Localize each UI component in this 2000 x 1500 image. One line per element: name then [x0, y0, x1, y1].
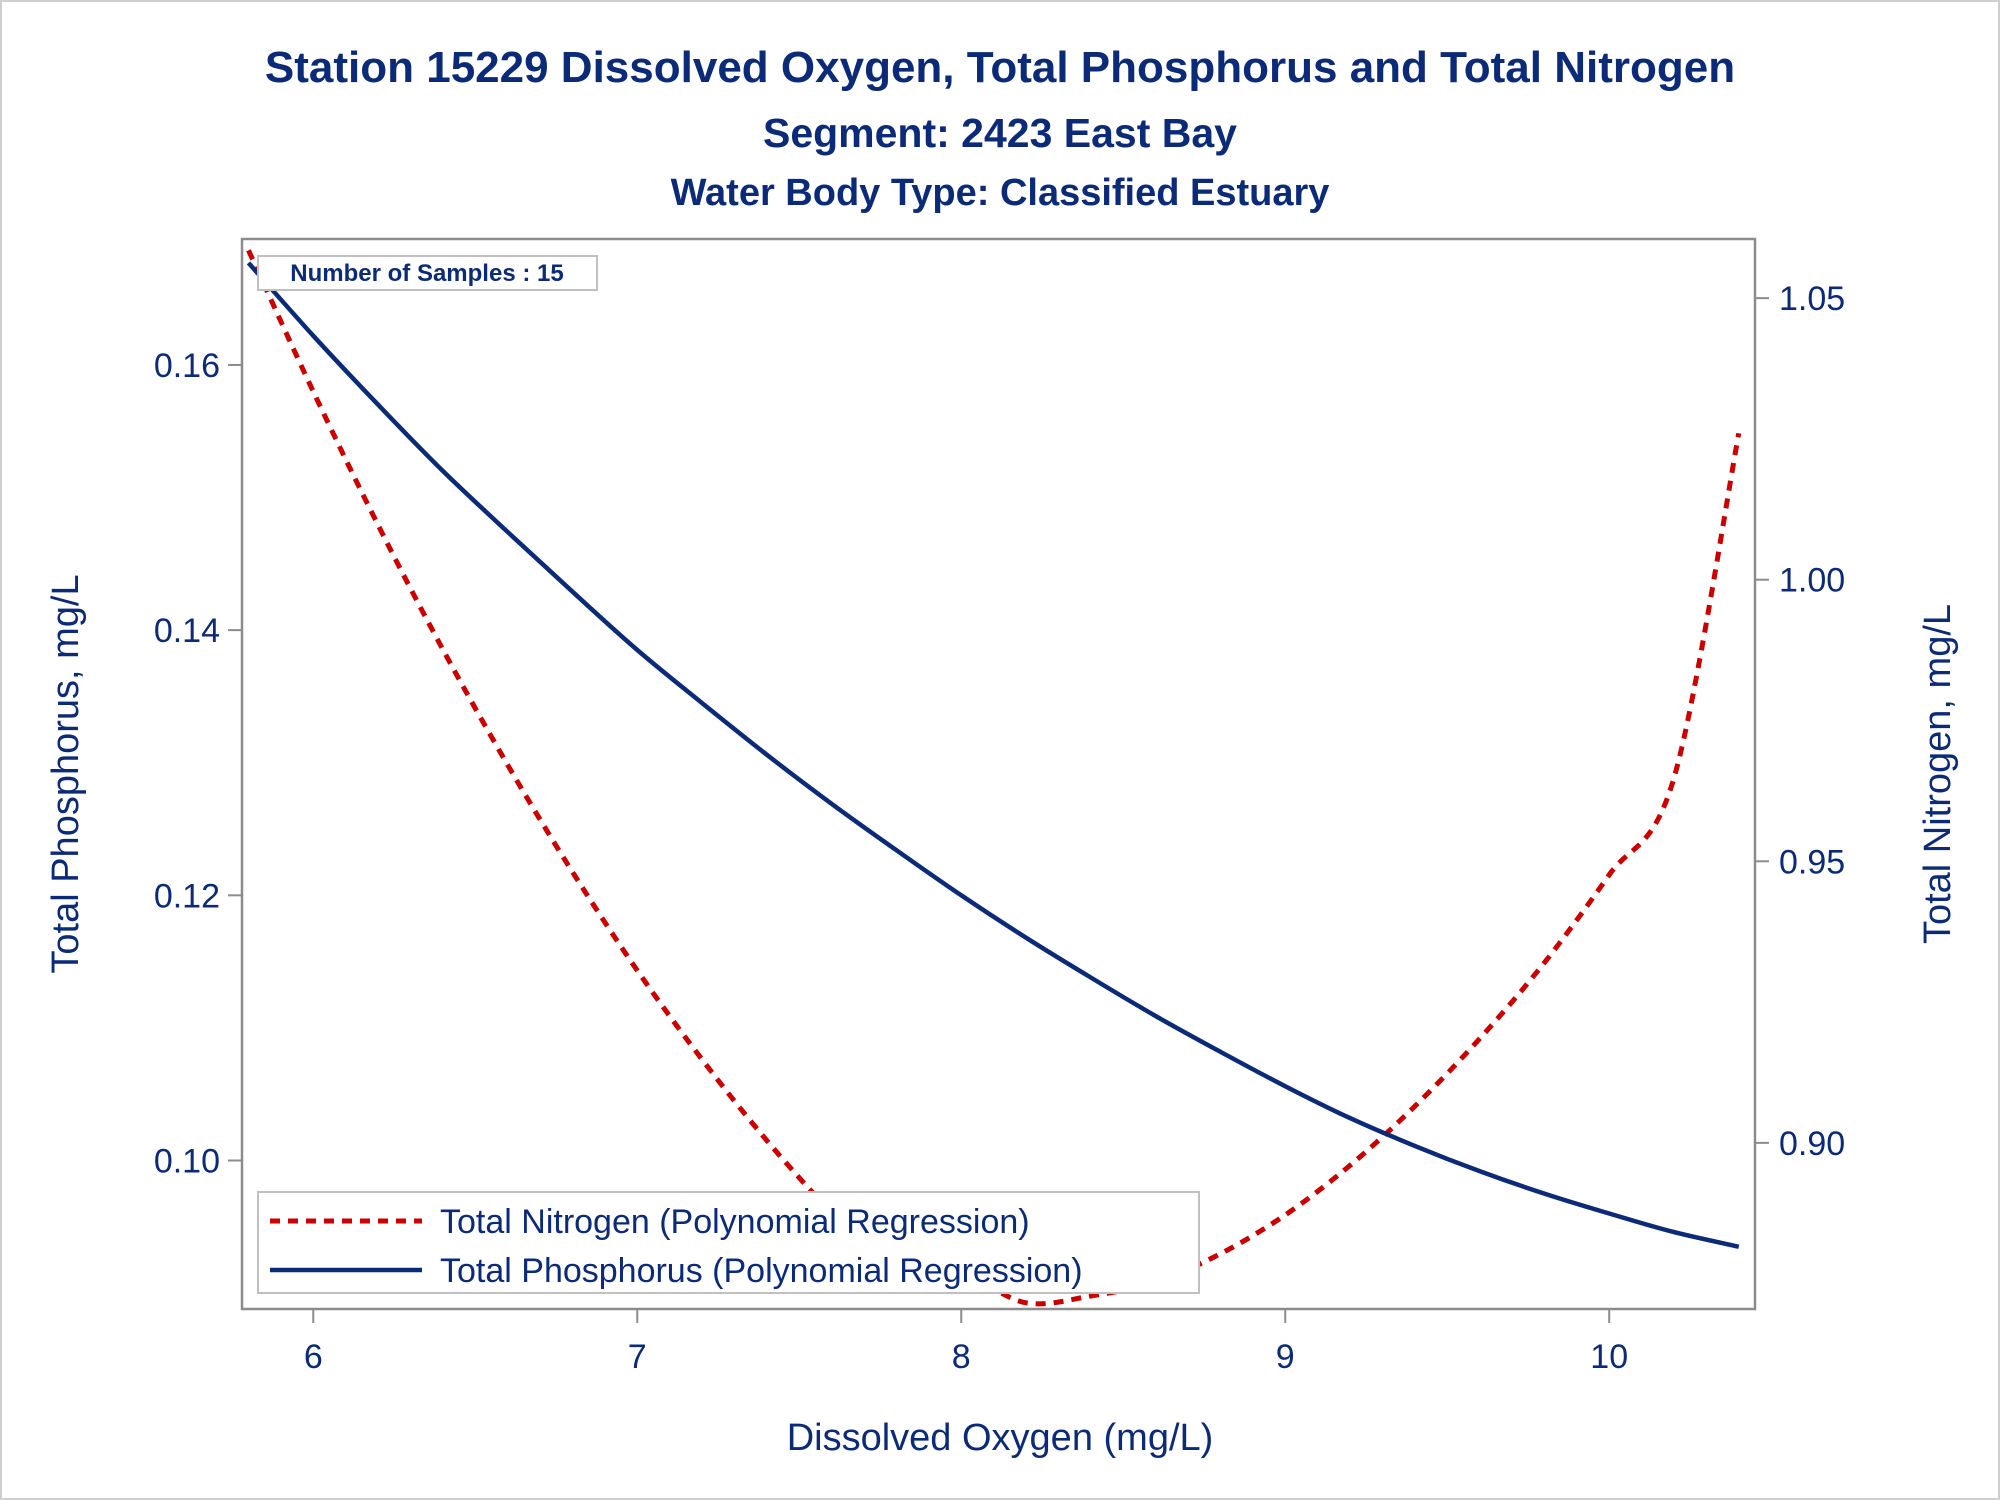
x-tick-label: 10 [1590, 1338, 1628, 1376]
x-tick-label: 9 [1276, 1338, 1295, 1376]
series-layer [246, 249, 1742, 1307]
y-right-tick-label: 1.00 [1779, 562, 1845, 600]
y-left-tick-label: 0.14 [154, 612, 220, 650]
chart-subtitle-segment: Segment: 2423 East Bay [763, 110, 1237, 156]
y-left-tick-label: 0.12 [154, 877, 220, 915]
legend: Total Nitrogen (Polynomial Regression) To… [257, 1191, 1200, 1294]
phosphorus-series-line [246, 261, 1740, 1249]
sample-count-label: Number of Samples : 15 [290, 260, 563, 287]
y-axis-right: 0.90 0.95 1.00 1.05 [1755, 280, 1845, 1163]
legend-nitrogen-label: Total Nitrogen (Polynomial Regression) [440, 1203, 1030, 1241]
chart-subtitle-waterbody: Water Body Type: Classified Estuary [671, 172, 1330, 214]
y-left-tick-label: 0.16 [154, 347, 220, 385]
x-tick-label: 7 [628, 1338, 647, 1376]
y-left-tick-label: 0.10 [154, 1142, 220, 1180]
legend-phosphorus-label: Total Phosphorus (Polynomial Regression) [440, 1252, 1083, 1290]
legend-box [257, 1191, 1200, 1294]
y-axis-left: 0.10 0.12 0.14 0.16 [154, 347, 242, 1180]
sample-count-box [257, 255, 598, 291]
y-axis-left-label: Total Phosphorus, mg/L [45, 574, 87, 973]
plot-area [240, 237, 1757, 1311]
y-right-tick-label: 0.95 [1779, 843, 1845, 881]
x-axis: 6 7 8 9 10 [304, 1309, 1628, 1376]
x-tick-label: 6 [304, 1338, 323, 1376]
x-axis-label: Dissolved Oxygen (mg/L) [787, 1417, 1214, 1459]
y-axis-right-label: Total Nitrogen, mg/L [1917, 604, 1959, 944]
x-tick-label: 8 [952, 1338, 971, 1376]
y-right-tick-label: 0.90 [1779, 1125, 1845, 1163]
y-right-tick-label: 1.05 [1779, 280, 1845, 318]
nitrogen-series-line [246, 249, 1742, 1307]
chart-title: Station 15229 Dissolved Oxygen, Total Ph… [265, 43, 1735, 92]
